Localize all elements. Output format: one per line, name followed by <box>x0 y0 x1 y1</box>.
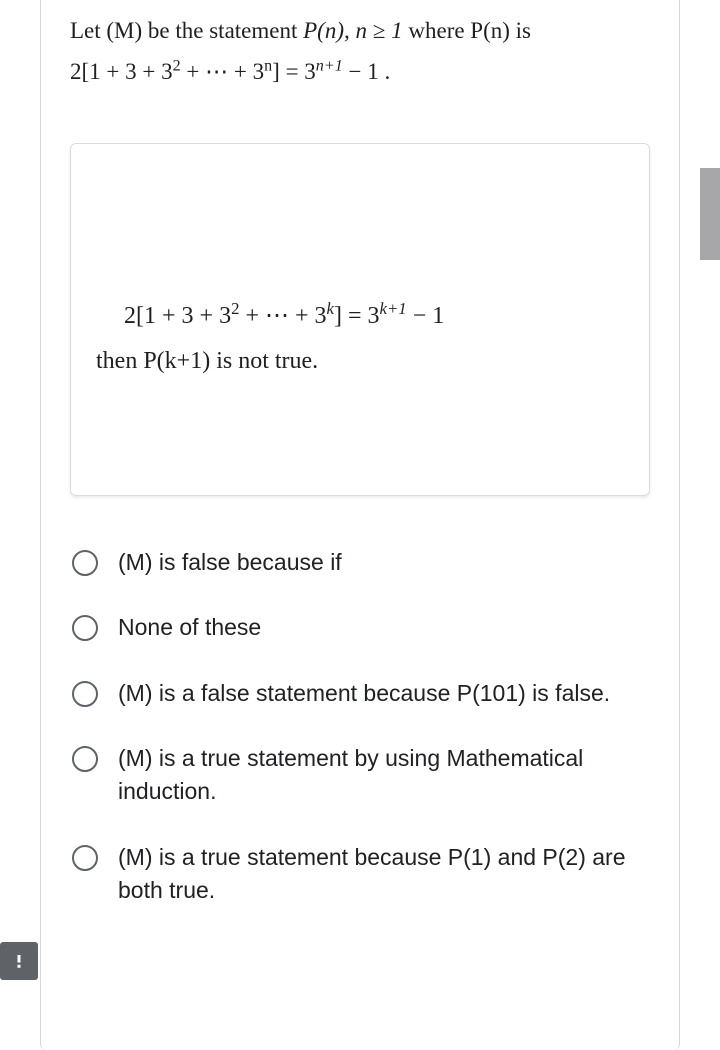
option-1[interactable]: (M) is false because if <box>72 546 650 579</box>
q-f-mid: + ⋯ + 3 <box>181 59 264 84</box>
q-f-rhs2: − 1 . <box>343 59 390 84</box>
c-eq-lhs: 2[1 + 3 + 3 <box>124 303 231 329</box>
radio-icon[interactable] <box>72 615 98 641</box>
scrollbar-track[interactable] <box>702 120 720 720</box>
option-1-label: (M) is false because if <box>118 546 342 579</box>
radio-icon[interactable] <box>72 550 98 576</box>
question-prompt: Let (M) be the statement P(n), n ≥ 1 whe… <box>60 0 660 93</box>
q-line1-prefix: Let (M) be the statement <box>70 18 303 43</box>
c-eq-expB: k <box>327 299 334 318</box>
q-f-lhs: 2[1 + 3 + 3 <box>70 59 173 84</box>
radio-icon[interactable] <box>72 681 98 707</box>
radio-icon[interactable] <box>72 746 98 772</box>
option-2-label: None of these <box>118 611 261 644</box>
c-eq-mid: + ⋯ + 3 <box>239 303 326 329</box>
q-line1-suffix: where P(n) is <box>403 18 531 43</box>
content-area: Let (M) be the statement P(n), n ≥ 1 whe… <box>60 0 660 939</box>
c-eq-expC: k+1 <box>380 299 407 318</box>
radio-icon[interactable] <box>72 845 98 871</box>
alert-icon <box>10 952 28 970</box>
option-3-label: (M) is a false statement because P(101) … <box>118 677 610 710</box>
q-formula: 2[1 + 3 + 32 + ⋯ + 3n] = 3n+1 − 1 . <box>70 59 390 84</box>
card-equation: 2[1 + 3 + 32 + ⋯ + 3k] = 3k+1 − 1 <box>96 294 619 340</box>
hint-card: 2[1 + 3 + 32 + ⋯ + 3k] = 3k+1 − 1 then P… <box>70 143 650 496</box>
q-pn: P(n), n ≥ 1 <box>303 18 403 43</box>
option-4[interactable]: (M) is a true statement by using Mathema… <box>72 742 650 809</box>
c-eq-rhs2: − 1 <box>407 303 445 329</box>
option-5-label: (M) is a true statement because P(1) and… <box>118 841 650 908</box>
q-f-expB: n <box>264 58 272 75</box>
option-4-label: (M) is a true statement by using Mathema… <box>118 742 650 809</box>
options-group: (M) is false because if None of these (M… <box>60 536 660 907</box>
option-2[interactable]: None of these <box>72 611 650 644</box>
q-f-expC: n+1 <box>316 58 343 75</box>
option-3[interactable]: (M) is a false statement because P(101) … <box>72 677 650 710</box>
option-5[interactable]: (M) is a true statement because P(1) and… <box>72 841 650 908</box>
card-line2: then P(k+1) is not true. <box>96 339 619 385</box>
c-eq-rhs1: ] = 3 <box>334 303 380 329</box>
scrollbar-thumb[interactable] <box>700 168 720 260</box>
q-f-expA: 2 <box>173 58 181 75</box>
report-badge[interactable] <box>0 942 38 980</box>
q-f-rhs1: ] = 3 <box>272 59 316 84</box>
